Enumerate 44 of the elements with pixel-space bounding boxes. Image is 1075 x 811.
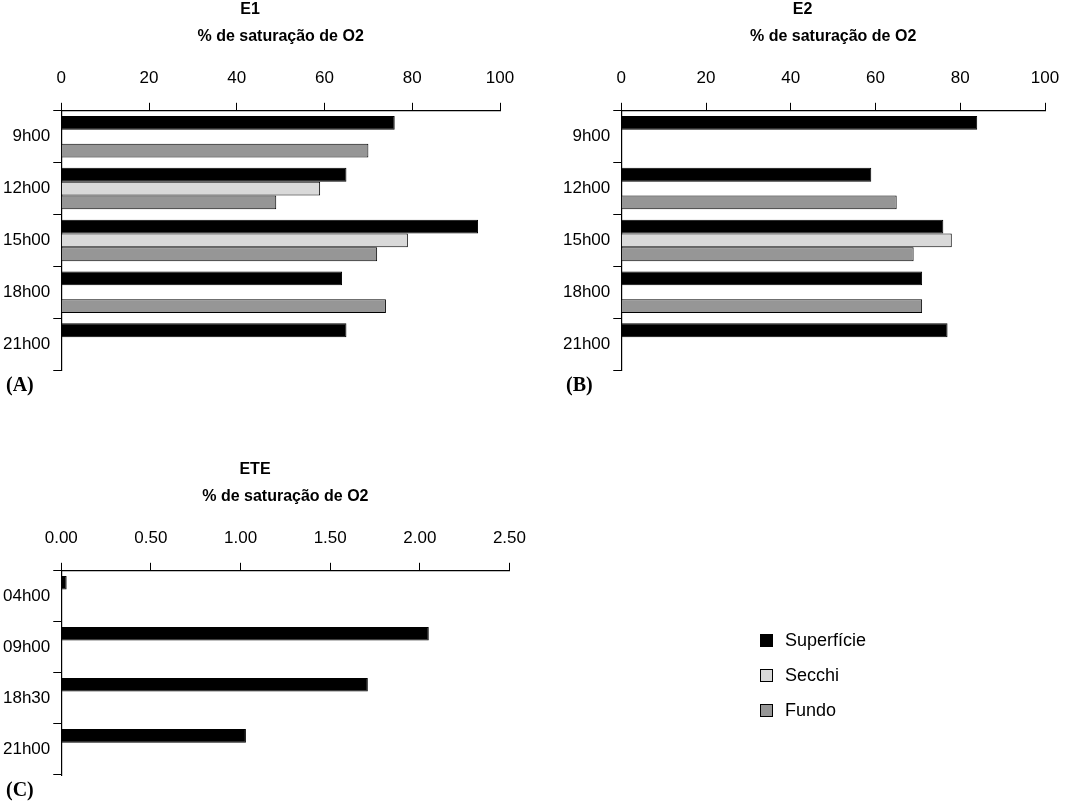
x-tick-label: 60 [315,68,334,88]
y-tick-label: 15h00 [562,230,611,250]
x-tick-label: 0.50 [134,528,168,548]
chart-title: E1 [240,0,260,18]
text: (C) [6,778,34,801]
text: (B) [566,373,593,396]
y-tick-label: 12h00 [2,178,51,198]
x-tick-label: 2.00 [403,528,437,548]
y-tick-label: 15h00 [2,230,51,250]
y-tick-label: 09h00 [2,637,51,657]
y-tick-label: 21h00 [562,333,611,353]
x-tick-label: 0.00 [44,528,78,548]
x-tick-label: 1.50 [313,528,347,548]
y-tick-label: 9h00 [572,126,611,146]
x-tick-label: 20 [696,68,716,88]
chart-title: E2 [792,0,813,18]
legend-label: Fundo [785,700,837,721]
y-tick-label: 21h00 [2,333,51,353]
y-tick-label: 12h00 [562,178,611,198]
y-tick-label: 18h30 [2,688,51,708]
x-tick-label: 80 [402,68,422,88]
y-tick-label: 18h00 [562,281,611,301]
x-tick-label: 0 [616,68,627,88]
y-tick-label: 04h00 [2,586,51,606]
legend-label: Superfície [785,630,867,651]
legend-label: Secchi [785,665,840,686]
chart-title: ETE [239,460,271,478]
y-tick-label: 18h00 [2,281,51,301]
y-tick-label: 9h00 [12,126,51,146]
text: (A) [6,373,34,396]
x-axis-title: % de saturação de O2 [197,27,364,45]
x-tick-label: 80 [950,68,970,88]
y-tick-label: 21h00 [2,739,51,759]
x-tick-label: 40 [781,68,801,88]
x-tick-label: 60 [866,68,885,88]
x-tick-label: 20 [139,68,159,88]
x-tick-label: 2.50 [492,528,526,548]
x-tick-label: 1.00 [224,528,258,548]
x-axis-title: % de saturação de O2 [202,487,369,505]
x-tick-label: 100 [485,68,515,88]
x-tick-label: 100 [1030,68,1060,88]
x-tick-label: 0 [56,68,67,88]
x-axis-title: % de saturação de O2 [749,27,917,45]
x-tick-label: 40 [227,68,247,88]
